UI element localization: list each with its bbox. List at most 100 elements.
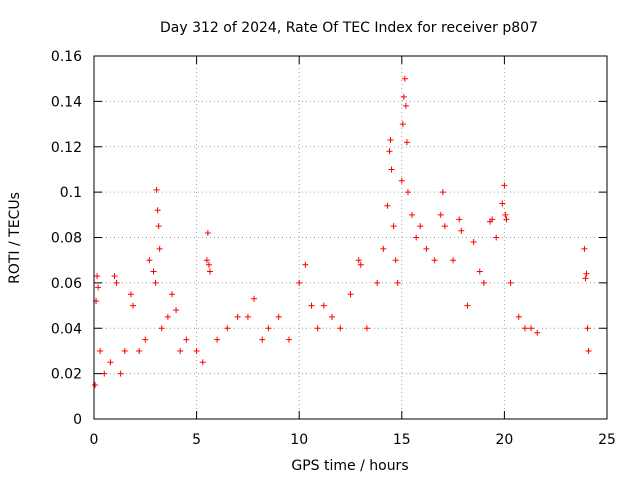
data-point bbox=[357, 261, 364, 268]
axis-ticks: 0 5 10 15 20 25 0 0.02 0.04 0.06 0.08 0.1 0.12 0.14 0.… bbox=[51, 49, 616, 448]
y-axis-label: ROTI / TECUs bbox=[7, 192, 23, 284]
data-point bbox=[214, 336, 221, 343]
data-point bbox=[111, 273, 118, 280]
data-point bbox=[224, 325, 231, 332]
y-tick-label: 0.12 bbox=[51, 140, 82, 156]
data-point bbox=[403, 139, 410, 146]
data-point bbox=[308, 302, 315, 309]
data-point bbox=[363, 325, 370, 332]
data-point bbox=[153, 186, 160, 193]
data-point bbox=[399, 121, 406, 128]
data-point bbox=[205, 261, 212, 268]
data-point bbox=[127, 291, 134, 298]
x-axis-label: GPS time / hours bbox=[291, 458, 408, 474]
data-point bbox=[431, 257, 438, 264]
data-point bbox=[476, 268, 483, 275]
data-point bbox=[265, 325, 272, 332]
data-point bbox=[337, 325, 344, 332]
data-point bbox=[402, 102, 409, 109]
x-tick-label: 20 bbox=[495, 432, 513, 448]
data-point bbox=[387, 136, 394, 143]
data-point bbox=[355, 257, 362, 264]
data-point bbox=[528, 325, 535, 332]
data-point bbox=[314, 325, 321, 332]
data-point bbox=[136, 347, 143, 354]
data-point bbox=[251, 295, 258, 302]
data-point bbox=[95, 284, 102, 291]
data-point bbox=[374, 279, 381, 286]
data-point bbox=[155, 223, 162, 230]
y-tick-label: 0.14 bbox=[51, 94, 82, 110]
y-tick-label: 0 bbox=[73, 412, 82, 428]
data-point bbox=[164, 313, 171, 320]
data-point bbox=[101, 370, 108, 377]
data-point bbox=[493, 234, 500, 241]
data-point bbox=[158, 325, 165, 332]
data-point bbox=[489, 216, 496, 223]
data-point bbox=[244, 313, 251, 320]
data-point bbox=[173, 307, 180, 314]
data-point bbox=[450, 257, 457, 264]
data-point bbox=[400, 93, 407, 100]
data-point bbox=[193, 347, 200, 354]
data-point bbox=[388, 166, 395, 173]
data-point bbox=[329, 313, 336, 320]
data-point bbox=[521, 325, 528, 332]
data-point bbox=[97, 347, 104, 354]
x-tick-label: 10 bbox=[290, 432, 308, 448]
data-point bbox=[398, 177, 405, 184]
data-point bbox=[581, 245, 588, 252]
data-point bbox=[129, 302, 136, 309]
y-tick-label: 0.06 bbox=[51, 276, 82, 292]
data-point bbox=[413, 234, 420, 241]
x-tick-label: 25 bbox=[598, 432, 616, 448]
data-point bbox=[152, 279, 159, 286]
data-point bbox=[380, 245, 387, 252]
data-point bbox=[439, 189, 446, 196]
data-point bbox=[390, 223, 397, 230]
y-tick-label: 0.04 bbox=[51, 321, 82, 337]
grid-lines bbox=[94, 56, 607, 419]
data-point bbox=[501, 182, 508, 189]
data-point bbox=[417, 223, 424, 230]
y-tick-label: 0.1 bbox=[60, 185, 82, 201]
data-point bbox=[107, 359, 114, 366]
data-point bbox=[204, 229, 211, 236]
data-point bbox=[392, 257, 399, 264]
data-point bbox=[177, 347, 184, 354]
data-point bbox=[142, 336, 149, 343]
data-point bbox=[584, 325, 591, 332]
data-point bbox=[206, 268, 213, 275]
data-point bbox=[499, 200, 506, 207]
data-point bbox=[456, 216, 463, 223]
data-point bbox=[117, 370, 124, 377]
data-point bbox=[458, 227, 465, 234]
data-point bbox=[404, 189, 411, 196]
data-point bbox=[92, 381, 99, 388]
data-point bbox=[183, 336, 190, 343]
data-point bbox=[507, 279, 514, 286]
data-point bbox=[199, 359, 206, 366]
data-point bbox=[585, 347, 592, 354]
data-point bbox=[113, 279, 120, 286]
data-point bbox=[347, 291, 354, 298]
data-point bbox=[203, 257, 210, 264]
data-points bbox=[92, 75, 592, 388]
data-point bbox=[234, 313, 241, 320]
data-point bbox=[259, 336, 266, 343]
x-tick-label: 15 bbox=[393, 432, 411, 448]
y-tick-label: 0.16 bbox=[51, 49, 82, 65]
data-point bbox=[423, 245, 430, 252]
data-point bbox=[320, 302, 327, 309]
data-point bbox=[515, 313, 522, 320]
data-point bbox=[386, 148, 393, 155]
data-point bbox=[275, 313, 282, 320]
data-point bbox=[94, 273, 101, 280]
data-point bbox=[285, 336, 292, 343]
data-point bbox=[502, 211, 509, 218]
data-point bbox=[503, 216, 510, 223]
y-tick-label: 0.02 bbox=[51, 367, 82, 383]
data-point bbox=[480, 279, 487, 286]
data-point bbox=[384, 202, 391, 209]
